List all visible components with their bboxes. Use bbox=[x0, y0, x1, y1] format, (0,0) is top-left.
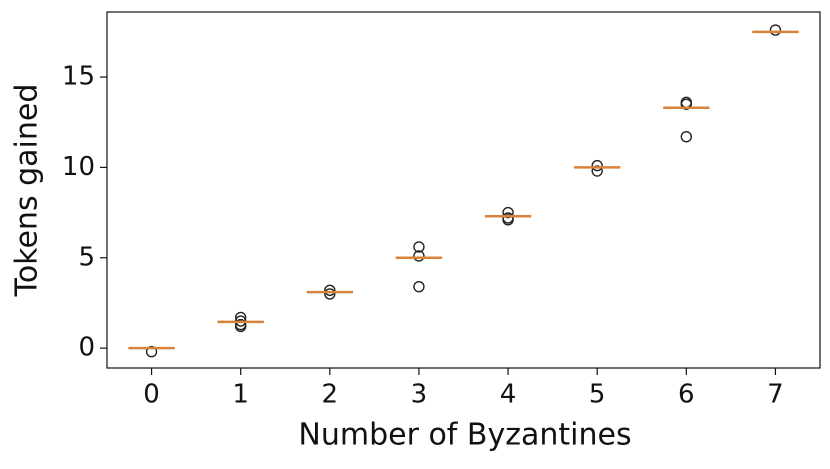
x-tick-label: 2 bbox=[322, 380, 339, 410]
outlier bbox=[413, 241, 425, 253]
outlier bbox=[413, 280, 425, 293]
outlier bbox=[324, 288, 336, 300]
outlier bbox=[591, 159, 603, 172]
outlier bbox=[145, 346, 158, 358]
y-tick-label: 5 bbox=[78, 242, 95, 272]
outlier bbox=[234, 318, 247, 331]
outlier bbox=[502, 206, 514, 219]
outlier bbox=[769, 24, 782, 36]
x-axis-label: Number of Byzantines bbox=[298, 418, 631, 453]
outlier bbox=[680, 130, 693, 143]
y-tick-label: 10 bbox=[62, 152, 95, 182]
outlier bbox=[502, 212, 514, 224]
outlier bbox=[591, 165, 603, 177]
y-tick-label: 15 bbox=[62, 62, 95, 92]
plot-frame bbox=[106, 11, 821, 369]
outlier bbox=[413, 250, 425, 262]
outlier bbox=[324, 284, 336, 296]
x-tick-label: 0 bbox=[143, 380, 160, 410]
x-tick-label: 3 bbox=[411, 380, 428, 410]
y-tick-label: 0 bbox=[78, 333, 95, 363]
x-tick-label: 5 bbox=[589, 380, 606, 410]
x-tick-label: 4 bbox=[500, 380, 517, 410]
x-tick-label: 1 bbox=[232, 380, 249, 410]
y-axis-label: Tokens gained bbox=[10, 84, 45, 298]
x-tick-label: 7 bbox=[767, 380, 784, 410]
x-tick-label: 6 bbox=[678, 380, 695, 410]
